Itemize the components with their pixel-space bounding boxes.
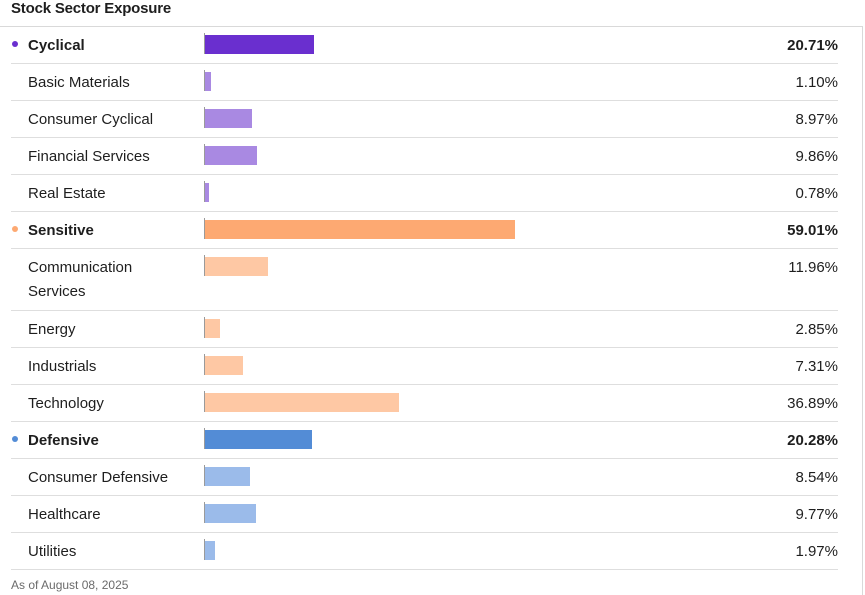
sector-value: 7.31% [795, 358, 838, 375]
group-row-sensitive: Sensitive 59.01% [11, 212, 838, 249]
sector-value: 20.28% [787, 432, 838, 449]
bar-baseline [204, 502, 205, 523]
sector-row-energy: Energy 2.85% [11, 311, 838, 348]
sector-row-real-estate: Real Estate 0.78% [11, 175, 838, 212]
group-dot-icon [12, 436, 18, 442]
sector-bar [205, 72, 211, 91]
sector-bar [205, 541, 216, 560]
sector-row-industrials: Industrials 7.31% [11, 348, 838, 385]
sector-rows: Cyclical 20.71% Basic Materials 1.10% Consum… [0, 27, 862, 570]
sector-label: Financial Services [28, 148, 150, 165]
sector-value: 8.97% [795, 111, 838, 128]
group-dot-icon [12, 41, 18, 47]
sector-bar [205, 35, 314, 54]
sector-label: Consumer Cyclical [28, 111, 154, 128]
sector-bar [205, 504, 257, 523]
bar-baseline [204, 70, 205, 91]
sector-value: 8.54% [795, 469, 838, 486]
sector-value: 1.10% [795, 74, 838, 91]
bar-baseline [204, 354, 205, 375]
title-divider [0, 26, 862, 27]
sector-value: 36.89% [787, 395, 838, 412]
sector-row-basic-materials: Basic Materials 1.10% [11, 64, 838, 101]
sector-label: Technology [28, 395, 104, 412]
sector-label: Defensive [28, 432, 99, 449]
sector-bar [205, 109, 253, 128]
group-row-cyclical: Cyclical 20.71% [11, 27, 838, 64]
sector-row-consumer-cyclical: Consumer Cyclical 8.97% [11, 101, 838, 138]
sector-label: Utilities [28, 543, 77, 560]
bar-baseline [204, 181, 205, 202]
sector-label: Energy [28, 321, 76, 338]
sector-bar [205, 430, 312, 449]
chart-title: Stock Sector Exposure [11, 0, 172, 17]
sector-label: Healthcare [28, 506, 101, 523]
sector-row-technology: Technology 36.89% [11, 385, 838, 422]
sector-row-consumer-defensive: Consumer Defensive 8.54% [11, 459, 838, 496]
sector-value: 2.85% [795, 321, 838, 338]
sector-value: 9.86% [795, 148, 838, 165]
sector-label: Real Estate [28, 185, 106, 202]
sector-label: Industrials [28, 358, 97, 375]
sector-bar [205, 220, 515, 239]
sector-row-financial-services: Financial Services 9.86% [11, 138, 838, 175]
bar-baseline [204, 33, 205, 54]
bar-baseline [204, 391, 205, 412]
sector-label: Cyclical [28, 37, 85, 54]
bar-baseline [204, 218, 205, 239]
bar-baseline [204, 107, 205, 128]
sector-value: 9.77% [795, 506, 838, 523]
bar-baseline [204, 317, 205, 338]
sector-value: 1.97% [795, 543, 838, 560]
group-dot-icon [12, 226, 18, 232]
sector-bar [205, 319, 220, 338]
bar-baseline [204, 539, 205, 560]
bar-baseline [204, 465, 205, 486]
sector-bar [205, 356, 244, 375]
sector-row-communication-services: Communication Services 11.96% [11, 249, 838, 311]
bar-baseline [204, 144, 205, 165]
sector-value: 59.01% [787, 222, 838, 239]
sector-value: 20.71% [787, 37, 838, 54]
sector-value: 0.78% [795, 185, 838, 202]
sector-row-healthcare: Healthcare 9.77% [11, 496, 838, 533]
as-of-date: As of August 08, 2025 [11, 578, 129, 592]
sector-row-utilities: Utilities 1.97% [11, 533, 838, 570]
sector-label: Communication Services [28, 259, 133, 300]
group-row-defensive: Defensive 20.28% [11, 422, 838, 459]
bar-baseline [204, 428, 205, 449]
bar-baseline [204, 255, 205, 276]
sector-bar [205, 183, 210, 202]
sector-value: 11.96% [788, 259, 838, 276]
sector-bar [205, 146, 257, 165]
sector-bar [205, 257, 268, 276]
sector-label: Consumer Defensive [28, 469, 169, 486]
sector-label: Basic Materials [28, 74, 130, 91]
sector-label: Sensitive [28, 222, 94, 239]
sector-bar [205, 467, 250, 486]
panel-edge [862, 26, 863, 595]
sector-bar [205, 393, 399, 412]
